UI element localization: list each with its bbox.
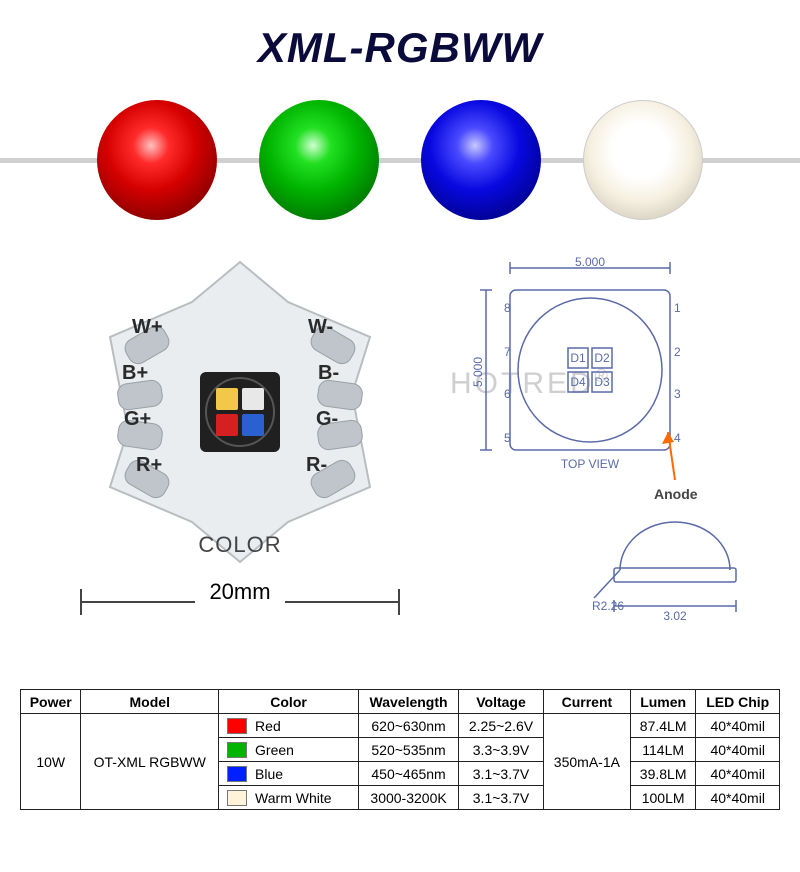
pad-label: W- <box>308 316 333 339</box>
color-name: Blue <box>255 766 283 782</box>
cell-color: Green <box>219 738 359 762</box>
table-row: 10WOT-XML RGBWWRed620~630nm2.25~2.6V350m… <box>21 714 780 738</box>
cell-model: OT-XML RGBWW <box>81 714 219 810</box>
cell-power: 10W <box>21 714 81 810</box>
svg-text:5.000: 5.000 <box>575 255 605 269</box>
cell-voltage: 2.25~2.6V <box>459 714 544 738</box>
svg-text:8: 8 <box>504 301 511 315</box>
cell-wavelength: 520~535nm <box>359 738 459 762</box>
cell-chip: 40*40mil <box>696 738 780 762</box>
cell-lumen: 87.4LM <box>630 714 696 738</box>
pad-label: G- <box>316 408 338 431</box>
technical-drawings: HOTRED® 5.000 5.000 <box>470 260 770 630</box>
table-header-row: Power Model Color Wavelength Voltage Cur… <box>21 690 780 714</box>
pcb-color-text: COLOR <box>60 532 420 558</box>
pad-label: G+ <box>124 408 151 431</box>
led-sphere-row <box>0 92 800 242</box>
svg-text:TOP VIEW: TOP VIEW <box>561 457 620 471</box>
cell-voltage: 3.1~3.7V <box>459 762 544 786</box>
svg-text:D4: D4 <box>570 375 586 389</box>
cell-wavelength: 450~465nm <box>359 762 459 786</box>
col-lumen: Lumen <box>630 690 696 714</box>
cell-current: 350mA-1A <box>543 714 630 810</box>
cell-color: Red <box>219 714 359 738</box>
color-swatch <box>227 718 247 734</box>
pad-label: B+ <box>122 362 148 385</box>
svg-text:4: 4 <box>674 431 681 445</box>
star-pcb-diagram: W+ B+ G+ R+ W- B- G- R- COLOR 20mm <box>60 252 420 622</box>
cell-chip: 40*40mil <box>696 762 780 786</box>
cell-lumen: 114LM <box>630 738 696 762</box>
cell-lumen: 39.8LM <box>630 762 696 786</box>
color-name: Red <box>255 718 281 734</box>
svg-text:D3: D3 <box>594 375 610 389</box>
svg-text:7: 7 <box>504 345 511 359</box>
svg-text:5.000: 5.000 <box>471 357 485 387</box>
col-voltage: Voltage <box>459 690 544 714</box>
svg-text:3.02: 3.02 <box>663 609 687 623</box>
pad-label: B- <box>318 362 339 385</box>
cell-voltage: 3.1~3.7V <box>459 786 544 810</box>
cell-chip: 40*40mil <box>696 714 780 738</box>
svg-text:3: 3 <box>674 387 681 401</box>
pad-label: R+ <box>136 454 162 477</box>
col-wavelength: Wavelength <box>359 690 459 714</box>
led-sphere-blue <box>421 100 541 220</box>
led-sphere-green <box>259 100 379 220</box>
led-sphere-red <box>97 100 217 220</box>
spec-table: Power Model Color Wavelength Voltage Cur… <box>20 689 780 810</box>
col-current: Current <box>543 690 630 714</box>
color-swatch <box>227 790 247 806</box>
anode-label: Anode <box>654 486 698 502</box>
col-model: Model <box>81 690 219 714</box>
svg-text:1: 1 <box>674 301 681 315</box>
cell-wavelength: 3000-3200K <box>359 786 459 810</box>
cell-voltage: 3.3~3.9V <box>459 738 544 762</box>
cell-color: Warm White <box>219 786 359 810</box>
cell-chip: 40*40mil <box>696 786 780 810</box>
cell-lumen: 100LM <box>630 786 696 810</box>
color-swatch <box>227 766 247 782</box>
cell-wavelength: 620~630nm <box>359 714 459 738</box>
svg-text:D1: D1 <box>570 351 586 365</box>
svg-text:D2: D2 <box>594 351 610 365</box>
dimension-value: 20mm <box>195 579 285 605</box>
pad-label: W+ <box>132 316 163 339</box>
dimension-line: 20mm <box>80 587 400 617</box>
col-chip: LED Chip <box>696 690 780 714</box>
svg-text:5: 5 <box>504 431 511 445</box>
color-name: Warm White <box>255 790 331 806</box>
col-color: Color <box>219 690 359 714</box>
col-power: Power <box>21 690 81 714</box>
svg-text:6: 6 <box>504 387 511 401</box>
color-swatch <box>227 742 247 758</box>
pad-label: R- <box>306 454 327 477</box>
led-sphere-white <box>583 100 703 220</box>
page-title: XML-RGBWW <box>0 24 800 72</box>
svg-text:R2.26: R2.26 <box>592 599 624 613</box>
color-name: Green <box>255 742 294 758</box>
cell-color: Blue <box>219 762 359 786</box>
svg-text:2: 2 <box>674 345 681 359</box>
